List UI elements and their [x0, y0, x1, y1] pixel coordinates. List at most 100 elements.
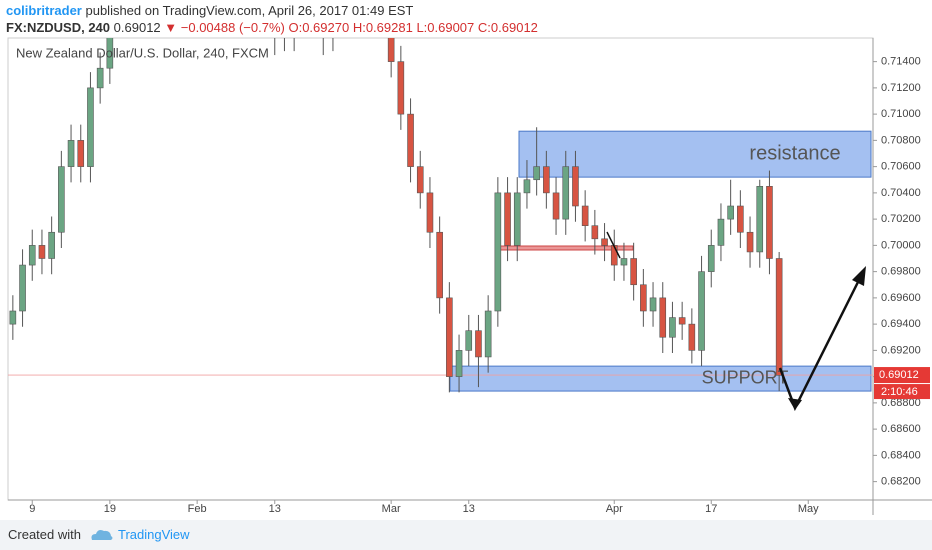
- x-tick-label: Feb: [188, 503, 207, 515]
- candle-body: [19, 264, 26, 312]
- y-tick-label: 0.68200: [881, 476, 921, 488]
- x-tick-label: May: [798, 503, 819, 515]
- candle-body: [678, 317, 686, 325]
- y-tick-label: 0.70600: [881, 161, 921, 173]
- candle-body: [416, 166, 424, 194]
- candle-body: [475, 330, 482, 358]
- candle-body: [601, 238, 608, 246]
- candle-body: [58, 166, 65, 233]
- chart-title: New Zealand Dollar/U.S. Dollar, 240, FXC…: [16, 45, 269, 60]
- candle-body: [513, 192, 521, 246]
- y-tick-label: 0.69200: [881, 344, 921, 356]
- candle-body: [707, 245, 715, 272]
- brand-logo: [91, 530, 113, 540]
- candle-body: [436, 231, 443, 299]
- candle-body: [387, 38, 395, 62]
- countdown-badge: [874, 384, 930, 400]
- published: published on TradingView.com, April 26, …: [85, 3, 414, 18]
- y-tick-label: 0.68400: [881, 449, 921, 461]
- x-tick-label: 13: [463, 503, 475, 515]
- candle-body: [504, 192, 511, 246]
- y-tick-label: 0.69800: [881, 266, 921, 278]
- candle-body: [591, 225, 599, 240]
- high: H:0.69281: [352, 20, 413, 35]
- y-tick-label: 0.68600: [881, 423, 921, 435]
- x-tick-label: 13: [269, 503, 281, 515]
- x-tick-label: Mar: [382, 503, 401, 515]
- created-with: Created with: [8, 527, 81, 542]
- candle-body: [688, 323, 696, 351]
- candle-body: [106, 38, 114, 69]
- candle-body: [465, 330, 473, 351]
- candle-body: [737, 205, 744, 233]
- header: colibritrader published on TradingView.c…: [6, 2, 538, 36]
- last: 0.69012: [113, 20, 161, 35]
- candle-body: [630, 258, 637, 286]
- candle-body: [698, 271, 705, 351]
- candle-body: [610, 245, 618, 266]
- y-tick-label: 0.71000: [881, 108, 921, 120]
- chart: New Zealand Dollar/U.S. Dollar, 240, FXC…: [7, 37, 932, 515]
- plot-area: [8, 38, 873, 393]
- header-line-2: FX:NZDUSD, 240 0.69012 ▼ −0.00488 (−0.7%…: [6, 19, 538, 36]
- zone-label: resistance: [749, 142, 840, 164]
- zone: [449, 365, 872, 392]
- candle-body: [96, 67, 104, 89]
- candle-body: [746, 231, 754, 253]
- candle-body: [67, 140, 75, 167]
- y-tick-label: 0.71400: [881, 56, 921, 68]
- candle-body: [669, 317, 676, 338]
- symbol: FX:NZDUSD, 240: [6, 20, 111, 35]
- y-tick-label: 0.68800: [881, 397, 921, 409]
- x-tick-label: 17: [705, 503, 717, 515]
- footer: Created with TradingView: [0, 520, 932, 550]
- open: O:0.69270: [288, 20, 350, 35]
- candle-body: [766, 186, 773, 259]
- zone-label: SUPPORT: [702, 367, 789, 387]
- y-tick-label: 0.70800: [881, 134, 921, 146]
- candle-body: [446, 297, 453, 377]
- author[interactable]: colibritrader: [6, 3, 82, 18]
- candle-body: [727, 205, 734, 220]
- low: L:0.69007: [416, 20, 475, 35]
- header-line-1: colibritrader published on TradingView.c…: [6, 2, 538, 19]
- candle-body: [659, 297, 667, 338]
- candle-body: [28, 245, 36, 266]
- x-tick-label: 9: [29, 503, 35, 515]
- candle-body: [523, 179, 531, 194]
- candle-body: [77, 140, 85, 167]
- x-tick-label: 19: [104, 503, 116, 515]
- countdown-label: 2:10:46: [881, 386, 918, 398]
- candle-body: [533, 166, 540, 181]
- brand[interactable]: TradingView: [118, 527, 190, 542]
- candle-body: [543, 166, 550, 194]
- y-tick-label: 0.70400: [881, 187, 921, 199]
- candle-body: [397, 61, 405, 115]
- y-tick-label: 0.71200: [881, 82, 921, 94]
- candle-body: [9, 310, 17, 325]
- trend-stroke: [606, 231, 621, 259]
- y-tick-label: 0.70200: [881, 213, 921, 225]
- candle-body: [581, 205, 589, 226]
- x-tick-label: Apr: [606, 503, 623, 515]
- arrow-head: [788, 398, 802, 410]
- candle-body: [649, 297, 657, 312]
- candle-body: [455, 350, 463, 377]
- last-price-label: 0.69012: [879, 369, 919, 381]
- change: ▼ −0.00488 (−0.7%): [164, 20, 285, 35]
- candle-body: [484, 310, 492, 358]
- candle-body: [756, 186, 764, 253]
- last-price-badge: [874, 367, 930, 384]
- candle-body: [775, 258, 783, 376]
- close: C:0.69012: [477, 20, 538, 35]
- candle-body: [426, 192, 434, 233]
- candle-body: [562, 166, 570, 220]
- candle-body: [407, 113, 414, 167]
- candle-body: [48, 231, 55, 259]
- candle-body: [572, 166, 579, 207]
- candle-body: [494, 192, 502, 312]
- y-tick-label: 0.69400: [881, 318, 921, 330]
- candle-body: [87, 87, 94, 167]
- y-tick-label: 0.70000: [881, 239, 921, 251]
